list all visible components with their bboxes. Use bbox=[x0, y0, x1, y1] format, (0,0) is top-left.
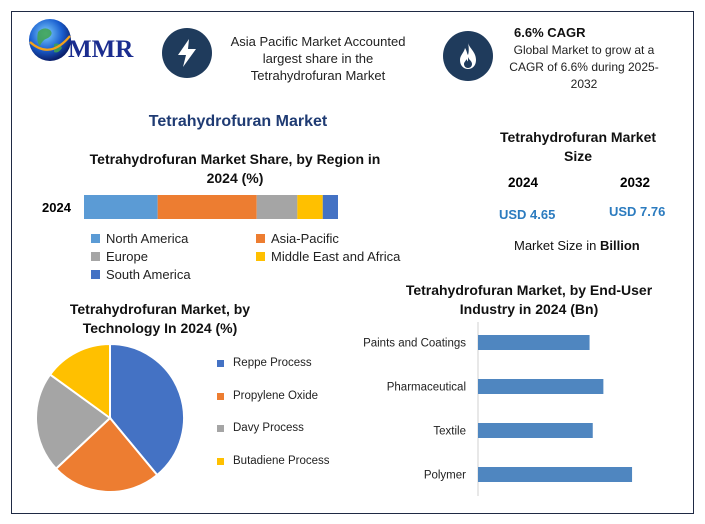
end-user-category-label: Pharmaceutical bbox=[387, 382, 466, 394]
infographic-frame bbox=[11, 11, 694, 514]
cagr-text: Global Market to grow at a CAGR of 6.6% … bbox=[509, 43, 659, 91]
region-bar-segment-middle-east-and-africa bbox=[297, 195, 323, 219]
end-user-bar-textile bbox=[478, 423, 593, 438]
legend-label: Middle East and Africa bbox=[271, 249, 401, 264]
region-chart-year-label: 2024 bbox=[42, 200, 71, 215]
end-user-category-label: Textile bbox=[433, 426, 466, 438]
legend-middle-east: Middle East and Africa bbox=[256, 249, 400, 264]
legend-south-america: South America bbox=[91, 267, 191, 282]
region-bar-segment-europe bbox=[256, 195, 298, 219]
logo-text: MMR bbox=[68, 36, 134, 63]
legend-label: Propylene Oxide bbox=[233, 390, 319, 402]
pie-legend-butadiene: Butadiene Process bbox=[217, 455, 330, 467]
region-bar-segment-asia-pacific bbox=[157, 195, 257, 219]
legend-label: Europe bbox=[106, 249, 148, 264]
market-size-title: Tetrahydrofuran Market Size bbox=[499, 129, 657, 164]
legend-north-america: North America bbox=[91, 231, 188, 246]
legend-swatch bbox=[217, 392, 224, 400]
flame-icon bbox=[443, 31, 493, 81]
market-size-unit-bold: Billion bbox=[599, 238, 640, 253]
end-user-bar-polymer bbox=[478, 467, 633, 482]
legend-label: Davy Process bbox=[233, 422, 304, 434]
region-bar-segment-north-america bbox=[84, 195, 158, 219]
pie-legend-propylene: Propylene Oxide bbox=[217, 390, 318, 402]
legend-swatch bbox=[256, 234, 265, 243]
region-chart-title: Tetrahydrofuran Market Share, by Region … bbox=[89, 151, 381, 186]
legend-europe: Europe bbox=[91, 249, 148, 264]
globe-icon bbox=[29, 19, 71, 61]
region-stacked-bar bbox=[84, 195, 338, 219]
pie-slice-davy-process bbox=[35, 373, 112, 471]
end-user-category-label: Polymer bbox=[424, 470, 466, 482]
region-bar-segment-south-america bbox=[322, 195, 338, 219]
end-user-category-label: Paints and Coatings bbox=[363, 338, 466, 350]
legend-swatch bbox=[256, 252, 265, 261]
pie-legend-davy: Davy Process bbox=[217, 422, 304, 434]
legend-swatch bbox=[91, 270, 100, 279]
pie-legend-reppe: Reppe Process bbox=[217, 357, 312, 369]
market-size-value-2024: USD 4.65 bbox=[499, 207, 556, 222]
legend-swatch bbox=[91, 252, 100, 261]
insight-asia-pacific: Asia Pacific Market Accounted largest sh… bbox=[230, 34, 406, 83]
end-user-bar-pharmaceutical bbox=[478, 379, 604, 394]
market-size-unit: Market Size in Billion bbox=[514, 238, 640, 253]
logo: MMR bbox=[28, 16, 148, 71]
pie-slice-reppe-process bbox=[109, 342, 185, 477]
legend-label: North America bbox=[106, 231, 189, 246]
legend-swatch bbox=[91, 234, 100, 243]
legend-label: Asia-Pacific bbox=[271, 231, 339, 246]
legend-swatch bbox=[217, 359, 224, 367]
main-title: Tetrahydrofuran Market bbox=[148, 113, 328, 130]
legend-asia-pacific: Asia-Pacific bbox=[256, 231, 339, 246]
end-user-bar-chart: Paints and Coatings Pharmaceutical Textile… bbox=[363, 322, 633, 496]
market-size-unit-prefix: Market Size in bbox=[514, 238, 600, 253]
technology-chart-title: Tetrahydrofuran Market, by Technology In… bbox=[69, 301, 251, 336]
pie-slice-butadiene-process bbox=[48, 342, 111, 420]
technology-pie-chart bbox=[35, 342, 185, 493]
end-user-chart-title: Tetrahydrofuran Market, by End-User Indu… bbox=[405, 282, 653, 317]
legend-label: South America bbox=[106, 267, 191, 282]
cagr-title: 6.6% CAGR bbox=[514, 25, 586, 40]
legend-label: Butadiene Process bbox=[233, 455, 330, 467]
lightning-icon bbox=[162, 28, 212, 78]
market-size-year-2024: 2024 bbox=[508, 175, 539, 190]
market-size-value-2032: USD 7.76 bbox=[609, 204, 666, 219]
pie-slice-propylene-oxide bbox=[54, 416, 159, 493]
legend-swatch bbox=[217, 424, 224, 432]
legend-label: Reppe Process bbox=[233, 357, 312, 369]
end-user-bar-paints-and-coatings bbox=[478, 335, 590, 350]
legend-swatch bbox=[217, 457, 224, 465]
market-size-year-2032: 2032 bbox=[620, 175, 651, 190]
